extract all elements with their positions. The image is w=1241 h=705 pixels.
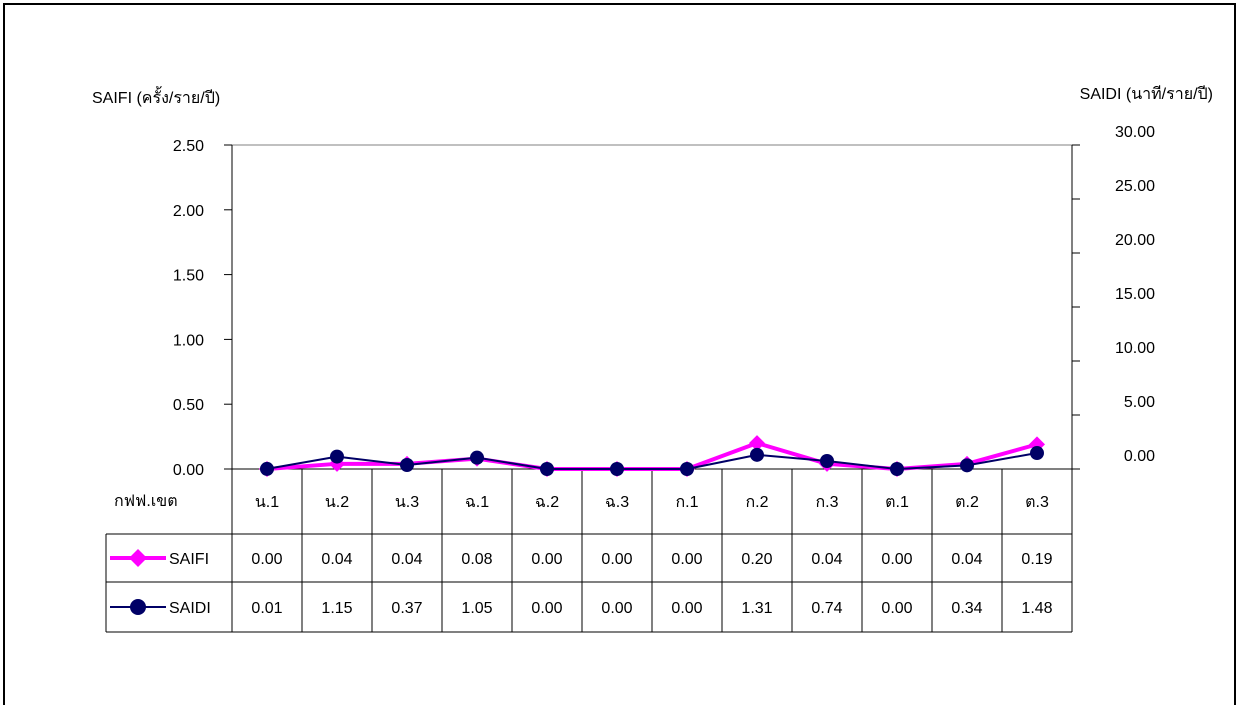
data-point-saidi	[890, 462, 904, 476]
y-left-tick-label: 0.00	[173, 462, 204, 479]
chart-frame	[3, 3, 1236, 705]
x-tick-label: น.1	[255, 494, 279, 511]
data-point-saidi	[610, 462, 624, 476]
data-point-saifi	[749, 435, 765, 452]
data-label-saidi: 0.00	[671, 600, 702, 617]
table-header-label: กฟฟ.เขต	[114, 493, 178, 510]
data-label-saifi: 0.19	[1021, 551, 1052, 568]
y-right-tick-label: 10.00	[1115, 340, 1155, 357]
x-tick-label: ต.1	[885, 494, 909, 511]
legend-key-marker-saifi	[129, 549, 147, 567]
data-label-saifi: 0.00	[881, 551, 912, 568]
data-label-saidi: 0.00	[531, 600, 562, 617]
x-tick-label: ก.1	[675, 494, 698, 511]
data-label-saidi: 0.00	[881, 600, 912, 617]
data-label-saifi: 0.04	[951, 551, 982, 568]
y-right-tick-label: 0.00	[1124, 448, 1155, 465]
y-right-tick-label: 20.00	[1115, 232, 1155, 249]
data-point-saidi	[400, 458, 414, 473]
data-point-saidi	[540, 462, 554, 476]
data-label-saifi: 0.00	[601, 551, 632, 568]
data-label-saidi: 1.48	[1021, 600, 1052, 617]
x-tick-label: ฉ.2	[535, 494, 559, 511]
y-right-tick-label: 5.00	[1124, 394, 1155, 411]
data-label-saidi: 1.31	[741, 600, 772, 617]
data-label-saidi: 1.05	[461, 600, 492, 617]
data-label-saifi: 0.00	[251, 551, 282, 568]
series-line-saifi	[266, 441, 1038, 471]
data-label-saidi: 0.01	[251, 600, 282, 617]
y-left-tick-label: 0.50	[173, 397, 204, 414]
data-label-saifi: 0.00	[531, 551, 562, 568]
data-label-saidi: 0.34	[951, 600, 982, 617]
legend-key-marker-saidi	[130, 599, 146, 615]
y-left-tick-label: 1.00	[173, 332, 204, 349]
data-label-saidi: 0.00	[601, 600, 632, 617]
x-tick-label: น.2	[325, 494, 349, 511]
x-tick-label: น.3	[395, 494, 419, 511]
plot-area	[231, 144, 1073, 470]
legend-entry-saidi: SAIDI	[169, 600, 211, 617]
data-label-saifi: 0.20	[741, 551, 772, 568]
data-point-saidi	[750, 447, 764, 462]
x-tick-label: ก.2	[745, 494, 768, 511]
data-point-saidi	[960, 458, 974, 473]
series-line-saidi	[266, 452, 1038, 470]
data-label-saifi: 0.04	[321, 551, 352, 568]
x-tick-label: ต.2	[955, 494, 979, 511]
data-label-saidi: 0.74	[811, 600, 842, 617]
y-axis-left-label: SAIFI (ครั้ง/ราย/ปี)	[92, 86, 220, 107]
data-point-saidi	[330, 449, 344, 464]
data-label-saifi: 0.04	[391, 551, 422, 568]
x-tick-label: ฉ.3	[605, 494, 629, 511]
y-right-tick-label: 15.00	[1115, 286, 1155, 303]
y-left-tick-label: 2.00	[173, 203, 204, 220]
y-left-tick-label: 1.50	[173, 268, 204, 285]
data-point-saidi	[470, 450, 484, 465]
data-point-saidi	[1030, 446, 1044, 461]
y-left-tick-label: 2.50	[173, 138, 204, 155]
legend-entry-saifi: SAIFI	[169, 551, 209, 568]
data-point-saidi	[680, 462, 694, 476]
data-point-saidi	[260, 461, 274, 476]
data-label-saifi: 0.04	[811, 551, 842, 568]
x-tick-label: ฉ.1	[465, 494, 489, 511]
y-axis-right-label: SAIDI (นาที/ราย/ปี)	[1080, 85, 1213, 103]
y-right-tick-label: 25.00	[1115, 178, 1155, 195]
x-tick-label: ต.3	[1025, 494, 1049, 511]
data-label-saidi: 1.15	[321, 600, 352, 617]
x-tick-label: ก.3	[815, 494, 838, 511]
data-label-saidi: 0.37	[391, 600, 422, 617]
data-label-saifi: 0.08	[461, 551, 492, 568]
data-point-saidi	[820, 454, 834, 469]
y-right-tick-label: 30.00	[1115, 124, 1155, 141]
data-label-saifi: 0.00	[671, 551, 702, 568]
